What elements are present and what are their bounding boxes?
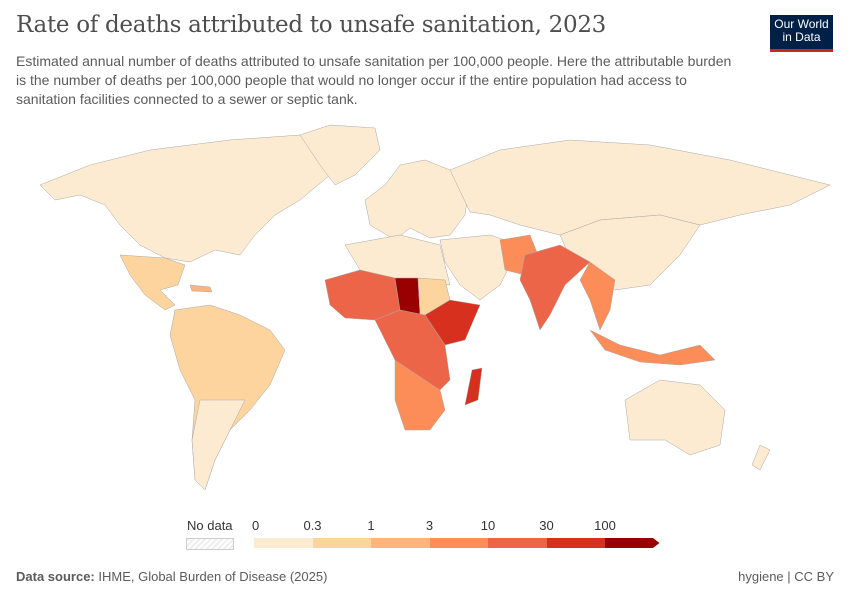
- region-south-america[interactable]: [169, 304, 286, 491]
- region-caribbean[interactable]: [189, 284, 213, 293]
- legend-bin: [312, 538, 372, 548]
- legend-bin: [429, 538, 489, 548]
- legend-tick-label: 10: [480, 518, 496, 533]
- chart-title: Rate of deaths attributed to unsafe sani…: [16, 12, 607, 38]
- owid-logo[interactable]: Our World in Data: [770, 15, 833, 52]
- region-middle-east[interactable]: [439, 234, 521, 301]
- region-indonesia[interactable]: [589, 329, 716, 366]
- region-southern-africa[interactable]: [394, 359, 446, 431]
- data-source: Data source: IHME, Global Burden of Dise…: [16, 569, 328, 584]
- region-new-zealand[interactable]: [751, 444, 771, 471]
- region-southern-cone[interactable]: [191, 399, 246, 491]
- legend: No data 0 0.3 1 3 10 30 100: [0, 518, 850, 558]
- region-australia[interactable]: [624, 379, 726, 456]
- legend-tick-label: 100: [594, 518, 616, 533]
- region-russia-central-asia[interactable]: [449, 139, 831, 236]
- region-south-asia[interactable]: [519, 244, 591, 331]
- legend-bin: [488, 538, 548, 548]
- legend-tick-label: 0: [252, 518, 260, 533]
- chart-subtitle: Estimated annual number of deaths attrib…: [16, 53, 732, 107]
- legend-bin: [605, 538, 660, 548]
- legend-bin: [371, 538, 431, 548]
- legend-tick-label: 0.3: [303, 518, 322, 533]
- region-greenland[interactable]: [299, 124, 381, 186]
- legend-tick-label: 1: [367, 518, 375, 533]
- world-map[interactable]: [0, 110, 850, 510]
- legend-no-data-label: No data: [187, 518, 233, 533]
- legend-bin: [546, 538, 606, 548]
- region-mexico-central-america[interactable]: [119, 254, 186, 311]
- legend-tick-label: 30: [539, 518, 554, 533]
- region-north-america[interactable]: [39, 134, 341, 263]
- license[interactable]: hygiene | CC BY: [738, 569, 834, 584]
- legend-tick-label: 3: [425, 518, 434, 533]
- region-southeast-asia[interactable]: [579, 261, 616, 331]
- legend-no-data-swatch: [186, 538, 234, 550]
- legend-bin: [254, 538, 314, 548]
- region-west-africa[interactable]: [324, 269, 401, 321]
- region-madagascar[interactable]: [464, 367, 483, 406]
